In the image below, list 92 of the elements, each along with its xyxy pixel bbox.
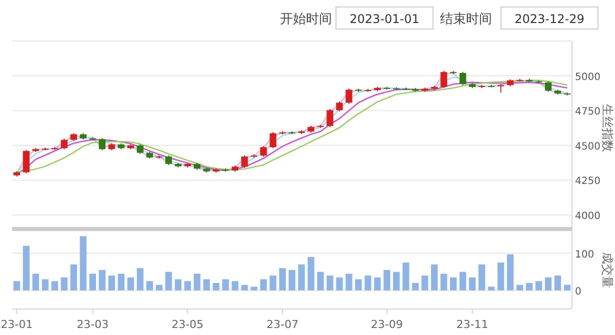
candlestick	[22, 149, 30, 174]
bar	[469, 277, 476, 290]
bar	[32, 274, 40, 290]
y-tick-label: 4250	[575, 176, 600, 188]
bar	[270, 276, 276, 290]
bar	[70, 264, 78, 290]
bar	[450, 277, 457, 290]
bar	[156, 284, 162, 290]
bar	[127, 277, 134, 290]
bar	[260, 279, 267, 290]
bar	[241, 284, 248, 290]
x-tick-label: 23-03	[76, 318, 109, 331]
bar	[374, 277, 381, 290]
bar	[51, 281, 58, 290]
bar	[60, 277, 68, 290]
candlestick	[544, 80, 552, 92]
bar	[535, 281, 542, 290]
x-tick-label: 23-07	[266, 318, 298, 331]
y-tick-label: 4750	[575, 106, 600, 118]
candlestick	[440, 70, 448, 89]
bar	[393, 272, 400, 290]
bar	[544, 277, 552, 290]
bar	[212, 283, 220, 290]
x-tick-label: 23-11	[456, 318, 488, 331]
bar	[194, 274, 200, 290]
bar	[440, 274, 448, 290]
bar	[412, 283, 419, 290]
bar	[184, 281, 191, 290]
bar	[118, 274, 124, 290]
text: 2023-12-29	[514, 12, 584, 26]
candlestick	[326, 108, 334, 128]
x-tick-label: 23-01	[0, 318, 33, 331]
bar	[384, 270, 390, 290]
y-axis-title: 生丝指数	[600, 104, 615, 152]
bar	[308, 257, 314, 290]
y-tick-label: 4500	[575, 141, 600, 152]
bar	[250, 286, 258, 290]
candlestick	[136, 144, 144, 154]
bar	[22, 246, 30, 290]
candlestick	[336, 101, 343, 112]
bar	[174, 279, 182, 290]
bar	[136, 268, 144, 290]
bar	[317, 272, 324, 290]
bar	[402, 262, 410, 290]
x-tick-label: 23-09	[370, 318, 403, 331]
bar	[554, 276, 562, 290]
bar	[165, 272, 172, 290]
bar	[497, 262, 504, 290]
text: 2023-01-01	[350, 12, 420, 26]
bar	[488, 286, 495, 290]
y-axis-title: 成交量	[600, 252, 615, 288]
bar	[526, 283, 533, 290]
candlestick	[241, 154, 248, 168]
bar	[506, 254, 514, 290]
bar	[431, 264, 438, 290]
bar	[478, 264, 486, 290]
y-tick-label: 4000	[575, 211, 600, 222]
bar	[326, 276, 334, 290]
bar	[516, 284, 524, 290]
text: 结束时间	[440, 12, 492, 27]
bar	[355, 279, 362, 290]
bar	[222, 279, 229, 290]
bar	[203, 279, 210, 290]
bar	[422, 276, 428, 290]
bar	[564, 284, 571, 290]
candlestick	[165, 154, 172, 166]
bar	[13, 281, 20, 290]
y-tick-label: 5000	[575, 72, 600, 83]
bar	[346, 274, 352, 290]
bar	[336, 277, 343, 290]
bar	[80, 236, 87, 290]
y-tick-label: 0	[575, 286, 582, 298]
x-tick-label: 23-05	[172, 318, 204, 331]
text: 开始时间	[280, 12, 332, 27]
bar	[42, 279, 49, 290]
bar	[108, 276, 115, 290]
bar	[146, 281, 153, 290]
bar	[98, 270, 106, 290]
bar	[279, 268, 286, 290]
candlestick	[60, 138, 68, 150]
y-tick-label: 100	[575, 249, 594, 260]
candlestick	[270, 132, 276, 149]
candlestick	[346, 88, 352, 104]
candlestick	[260, 146, 267, 158]
bar	[298, 264, 305, 290]
candlestick	[460, 71, 466, 86]
bar	[364, 276, 372, 290]
bar	[460, 272, 466, 290]
bar	[288, 270, 296, 290]
bar	[232, 281, 238, 290]
candlestick	[98, 138, 106, 151]
bar	[89, 274, 96, 290]
